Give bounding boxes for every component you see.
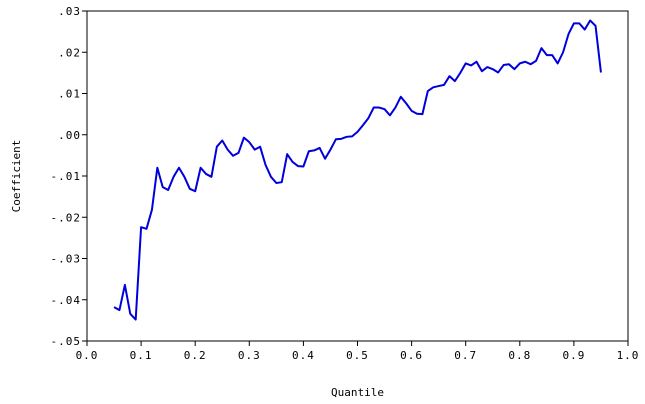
x-tick-label: 0.2 bbox=[184, 349, 207, 362]
x-tick-label: 0.5 bbox=[346, 349, 369, 362]
x-tick-label: 0.4 bbox=[292, 349, 315, 362]
y-tick-label: -.01 bbox=[51, 170, 82, 183]
y-tick-label: .01 bbox=[58, 88, 81, 101]
series-line-group bbox=[113, 19, 602, 321]
x-tick-label: 0.3 bbox=[238, 349, 261, 362]
y-tick-label: -.03 bbox=[51, 253, 82, 266]
x-tick-label: 0.9 bbox=[562, 349, 585, 362]
x-tick-label: 1.0 bbox=[617, 349, 640, 362]
x-tick-label: 0.6 bbox=[400, 349, 423, 362]
x-axis-label: Quantile bbox=[331, 386, 384, 399]
x-tick-label: 0.8 bbox=[508, 349, 531, 362]
x-tick-label: 0.1 bbox=[130, 349, 153, 362]
plot-frame-group bbox=[86, 10, 629, 342]
plot-frame bbox=[86, 10, 629, 342]
y-tick-label: .03 bbox=[58, 5, 81, 18]
series-line bbox=[113, 19, 602, 321]
y-tick-label: .00 bbox=[58, 129, 81, 142]
y-tick-label: -.02 bbox=[51, 211, 82, 224]
y-tick-label: -.05 bbox=[51, 335, 82, 348]
axis-ticks-group: 0.0 0.1 0.2 0.3 0.4 0.5 0.6 0.7 0.8 0.9 1.0 .03 .02.… bbox=[51, 5, 640, 362]
y-tick-label: -.04 bbox=[51, 294, 82, 307]
y-axis-label: Coefficient bbox=[10, 140, 23, 213]
x-tick-label: 0.0 bbox=[76, 349, 99, 362]
y-tick-label: .02 bbox=[58, 46, 81, 59]
x-tick-label: 0.7 bbox=[454, 349, 477, 362]
